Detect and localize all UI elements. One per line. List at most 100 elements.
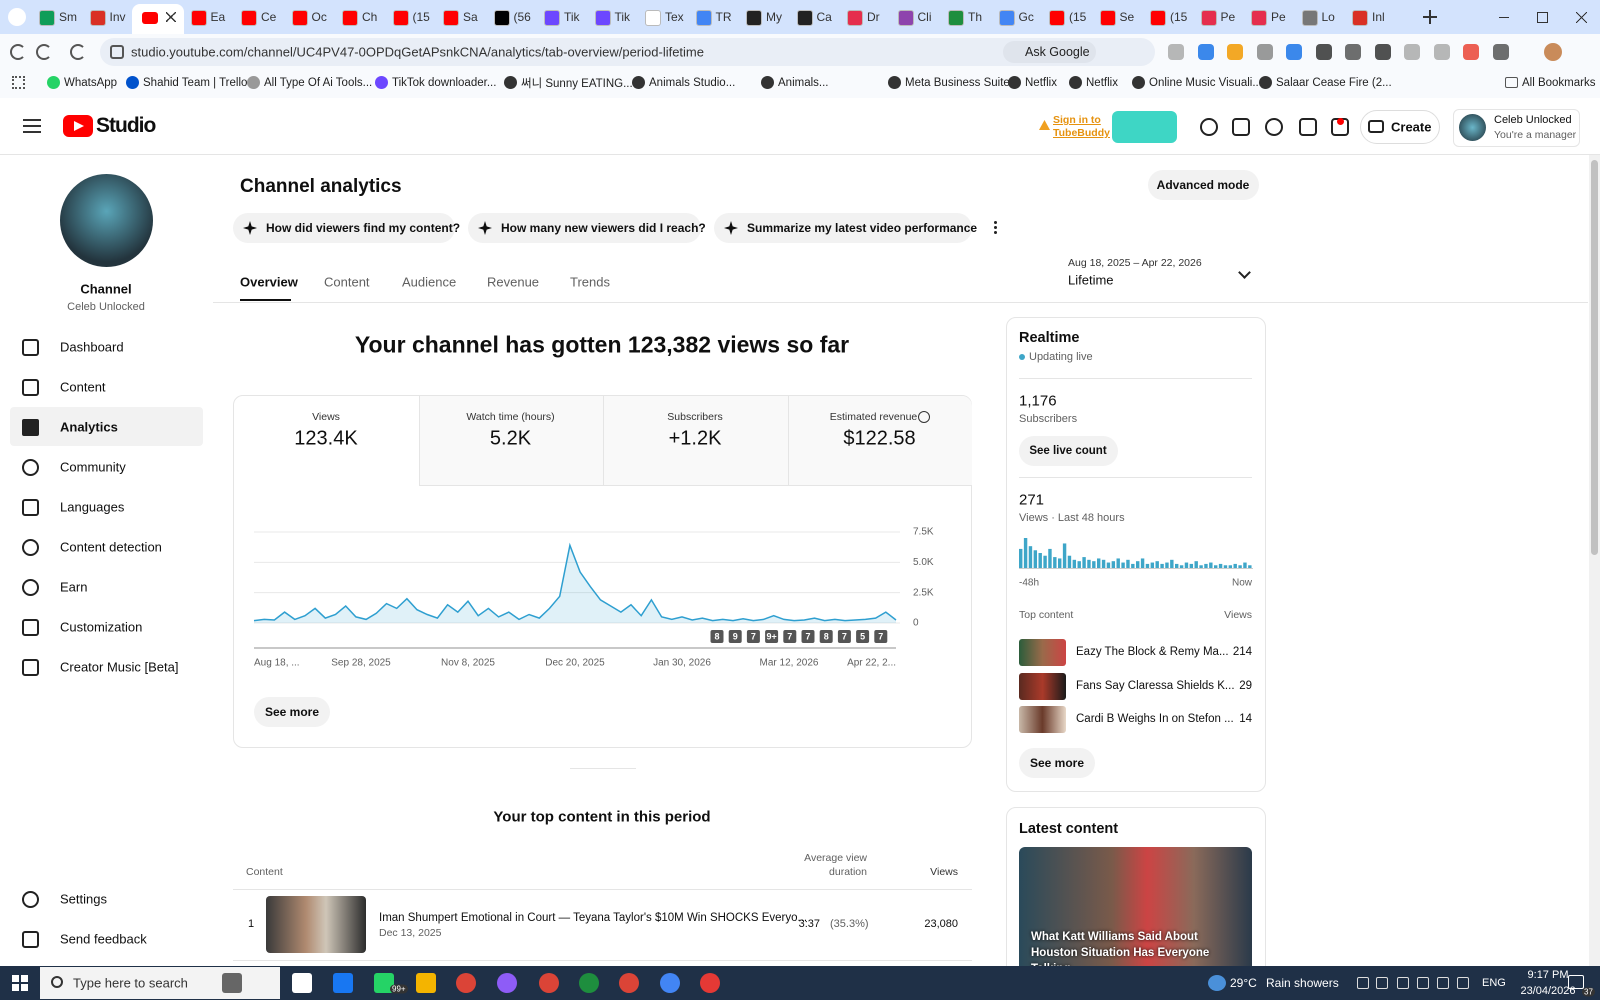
bookmark[interactable]: WhatsApp — [64, 77, 118, 89]
start-button[interactable] — [12, 975, 28, 991]
metric-tab[interactable] — [418, 396, 603, 486]
period[interactable]: Lifetime — [1068, 272, 1114, 288]
live-count-button[interactable] — [1019, 436, 1118, 466]
taskbar-app[interactable] — [292, 973, 312, 993]
taskbar-app[interactable] — [497, 973, 517, 993]
tubebuddy-button[interactable] — [1112, 111, 1177, 143]
ask-google-chip[interactable] — [1003, 41, 1096, 63]
extension-icon[interactable] — [1404, 44, 1420, 60]
analytics-tab[interactable]: Overview — [240, 274, 298, 290]
omnibox[interactable] — [100, 38, 1155, 66]
extension-icon[interactable] — [1492, 44, 1509, 60]
header-icon[interactable] — [1299, 118, 1317, 136]
taskbar-app[interactable] — [700, 973, 720, 993]
nav-item[interactable]: Content detection — [60, 539, 162, 555]
extension-icon[interactable] — [1433, 44, 1450, 60]
period-chevron[interactable] — [1238, 266, 1251, 279]
tray-icon[interactable] — [1417, 977, 1429, 989]
nav-item[interactable]: Earn — [60, 579, 88, 595]
extension-icon[interactable] — [1227, 44, 1243, 60]
nav-button[interactable] — [70, 44, 86, 60]
extension-icon[interactable] — [1256, 44, 1273, 60]
metric-tab[interactable] — [234, 396, 419, 486]
new-tab[interactable] — [1422, 9, 1438, 25]
nav-item[interactable]: Languages — [60, 499, 125, 515]
prompt-chip[interactable] — [468, 213, 701, 243]
header-icon[interactable] — [1265, 118, 1283, 136]
metric-tab[interactable] — [787, 396, 972, 486]
bookmark[interactable]: Netflix — [1086, 77, 1118, 89]
bookmark[interactable]: TikTok downloader... — [392, 77, 497, 89]
window-control[interactable] — [1498, 12, 1509, 23]
extension-icon[interactable] — [1168, 44, 1184, 60]
bookmark[interactable]: Online Music Visuali... — [1149, 77, 1262, 89]
bookmark[interactable]: All Type Of Ai Tools... — [264, 77, 373, 89]
taskbar-app[interactable] — [374, 973, 394, 993]
nav-footer-item[interactable]: Settings — [60, 891, 107, 907]
all-bookmarks[interactable]: All Bookmarks — [1522, 77, 1596, 89]
item-thumbnail[interactable] — [1019, 639, 1066, 666]
extension-icon[interactable] — [1286, 44, 1302, 60]
bookmark[interactable]: Shahid Team | Trello — [143, 77, 248, 89]
bookmark[interactable]: Animals Studio... — [649, 77, 736, 89]
analytics-tab[interactable]: Audience — [402, 274, 457, 290]
taskbar-app[interactable] — [660, 973, 680, 993]
extension-icon[interactable] — [1374, 44, 1391, 60]
nav-item[interactable]: Creator Music [Beta] — [60, 659, 179, 675]
tubebuddy-signin[interactable]: Sign in to TubeBuddy — [1053, 114, 1110, 139]
logo-text[interactable]: Studio — [96, 114, 156, 137]
see-more-button[interactable] — [1019, 748, 1095, 778]
item-title[interactable]: Cardi B Weighs In on Stefon ... — [1076, 713, 1234, 725]
taskbar-app[interactable] — [333, 973, 353, 993]
bookmark[interactable]: Meta Business Suite — [905, 77, 1010, 89]
latest-thumbnail[interactable] — [1019, 847, 1252, 977]
menu-button[interactable] — [23, 119, 41, 133]
prompt-chip[interactable] — [714, 213, 972, 243]
window-control[interactable] — [1576, 12, 1587, 23]
bookmark[interactable]: 써니 Sunny EATING... — [521, 78, 633, 90]
extension-icon[interactable] — [1345, 44, 1361, 60]
item-title[interactable]: Eazy The Block & Remy Ma... — [1076, 646, 1229, 658]
taskbar-app[interactable] — [416, 973, 436, 993]
scrollbar-thumb[interactable] — [1591, 160, 1598, 555]
nav-item[interactable]: Community — [60, 459, 126, 475]
bookmark[interactable]: Netflix — [1025, 77, 1057, 89]
profile-avatar[interactable] — [1544, 43, 1562, 61]
taskbar-app[interactable] — [456, 973, 476, 993]
row-title[interactable]: Iman Shumpert Emotional in Court — Teyan… — [379, 912, 808, 924]
extension-icon[interactable] — [1315, 44, 1332, 60]
item-thumbnail[interactable] — [1019, 672, 1066, 700]
prompt-chip[interactable] — [233, 213, 455, 243]
create-button[interactable] — [1360, 110, 1440, 144]
nav-item[interactable]: Customization — [60, 619, 143, 635]
notification-icon[interactable] — [1568, 975, 1584, 989]
window-control[interactable] — [1537, 12, 1548, 23]
header-icon[interactable] — [1232, 118, 1250, 136]
bookmark[interactable]: Salaar Cease Fire (2... — [1276, 77, 1392, 89]
taskbar-app[interactable] — [619, 973, 639, 993]
tray-icon[interactable] — [1397, 977, 1409, 989]
metric-tab[interactable] — [603, 396, 788, 486]
taskbar-app[interactable] — [222, 973, 242, 993]
nav-footer-item[interactable]: Send feedback — [60, 931, 147, 947]
analytics-tab[interactable]: Content — [324, 274, 370, 290]
nav-button[interactable] — [10, 44, 26, 60]
tray-icon[interactable] — [1437, 977, 1449, 989]
header-icon[interactable] — [1200, 118, 1218, 136]
extension-icon[interactable] — [1197, 44, 1214, 60]
bookmark[interactable]: Animals... — [778, 77, 829, 89]
tray-icon[interactable] — [1357, 977, 1369, 989]
item-title[interactable]: Fans Say Claressa Shields K... — [1076, 679, 1235, 692]
tray-icon[interactable] — [1457, 977, 1469, 989]
tray-icon[interactable] — [1376, 977, 1388, 989]
analytics-tab[interactable]: Trends — [570, 274, 610, 290]
nav-button[interactable] — [36, 44, 52, 60]
nav-item[interactable]: Content — [60, 379, 106, 395]
channel-avatar[interactable] — [60, 174, 153, 267]
analytics-tab[interactable]: Revenue — [487, 274, 540, 290]
extension-icon[interactable] — [1463, 44, 1479, 60]
row-thumbnail[interactable] — [266, 896, 366, 953]
nav-item[interactable]: Dashboard — [60, 339, 124, 355]
item-thumbnail[interactable] — [1019, 706, 1066, 733]
nav-item[interactable]: Analytics — [60, 419, 118, 435]
